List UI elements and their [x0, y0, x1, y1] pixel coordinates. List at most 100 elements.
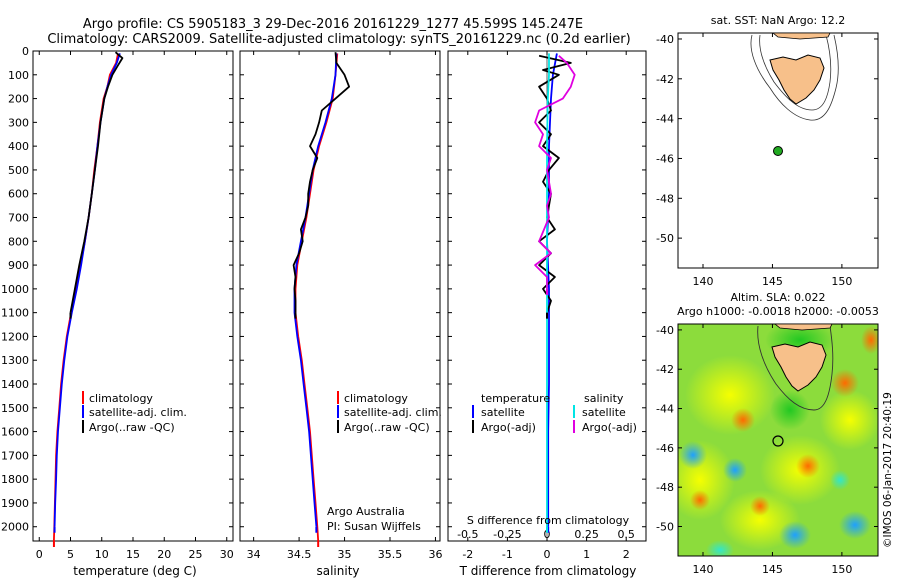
- y-tick-label: 500: [8, 164, 29, 177]
- lat-tick-label: -44: [656, 113, 674, 126]
- legend-label-climatology: climatology: [344, 392, 408, 405]
- s-tick-label: 0.25: [574, 528, 599, 541]
- lon-tick-label: 145: [762, 563, 783, 576]
- lat-tick-label: -42: [656, 363, 674, 376]
- y-tick-label: 400: [8, 140, 29, 153]
- pi-note: PI: Susan Wijffels: [327, 520, 421, 533]
- y-tick-label: 1900: [1, 497, 29, 510]
- y-tick-label: 1600: [1, 426, 29, 439]
- y-tick-label: 1500: [1, 402, 29, 415]
- lon-tick-label: 140: [693, 563, 714, 576]
- lat-tick-label: -46: [656, 152, 674, 165]
- x-tick-label: 5: [67, 548, 74, 561]
- s-tick-label: -0.5: [457, 528, 478, 541]
- sst-map: [677, 32, 879, 269]
- x-tick-label: 35: [338, 548, 352, 561]
- y-tick-label: 1300: [1, 354, 29, 367]
- x-tick-label: 35.5: [378, 548, 403, 561]
- x-tick-label: 30: [220, 548, 234, 561]
- legend-label-climatology: climatology: [89, 392, 153, 405]
- x-tick-label: 15: [126, 548, 140, 561]
- float-position-marker-sla: [772, 435, 784, 447]
- sla-map-axes: -40 -42 -44 -46 -48 -50 140 145 150: [656, 324, 878, 576]
- y-tick-label: 1000: [1, 283, 29, 296]
- header-line-1: Argo profile: CS 5905183_3 29-Dec-2016 2…: [83, 17, 583, 32]
- sla-map-title-1: Altim. SLA: 0.022: [730, 291, 825, 304]
- s-tick-label: -0.25: [493, 528, 521, 541]
- salinity-plot: 34 34.5 35 35.5 36: [240, 50, 442, 561]
- x-tick-label: 1: [583, 548, 590, 561]
- sst-map-axes: -40 -42 -44 -46 -48 -50 140 145 150: [656, 33, 878, 288]
- lon-tick-label: 140: [693, 275, 714, 288]
- legend-label-argo-s: Argo(-adj): [582, 421, 637, 434]
- credit-text: ©IMOS 06-Jan-2017 20:40:19: [882, 392, 894, 548]
- y-tick-label: 200: [8, 93, 29, 106]
- legend-label-satellite-t: satellite: [481, 406, 525, 419]
- temperature-panel: [32, 50, 234, 542]
- temperature-plot: 0100200300400500600700800900100011001200…: [1, 45, 234, 561]
- mainland-land: [771, 32, 831, 40]
- series-line-2: [546, 53, 550, 527]
- salinity-panel: [239, 50, 441, 542]
- x-tick-label: 0: [544, 548, 551, 561]
- y-tick-label: 1400: [1, 378, 29, 391]
- salinity-xlabel: salinity: [316, 564, 359, 578]
- s-tick-label: 0.5: [617, 528, 635, 541]
- header-line-2: Climatology: CARS2009. Satellite-adjuste…: [47, 32, 630, 47]
- series-line-2: [69, 51, 124, 313]
- y-tick-label: 1800: [1, 473, 29, 486]
- x-tick-label: 34.5: [287, 548, 312, 561]
- tasmania-land: [769, 54, 825, 105]
- temperature-legend: climatology satellite-adj. clim. Argo(..…: [82, 391, 187, 434]
- y-tick-label: 1700: [1, 449, 29, 462]
- y-tick-label: 600: [8, 188, 29, 201]
- y-tick-label: 300: [8, 116, 29, 129]
- y-tick-label: 0: [22, 45, 29, 58]
- sla-shelf-contour: [757, 325, 834, 411]
- y-tick-label: 900: [8, 259, 29, 272]
- series-line-2: [292, 52, 351, 313]
- salinity-legend: climatology satellite-adj. clim. Argo(..…: [337, 391, 442, 434]
- series-line-0: [546, 53, 558, 527]
- y-tick-label: 700: [8, 212, 29, 225]
- series-line-3: [534, 55, 576, 289]
- sla-field: [678, 324, 878, 556]
- lat-tick-label: -42: [656, 73, 674, 86]
- x-tick-label: 10: [95, 548, 109, 561]
- lat-tick-label: -48: [656, 192, 674, 205]
- float-position-marker: [773, 146, 783, 156]
- lat-tick-label: -46: [656, 442, 674, 455]
- x-tick-label: 34: [247, 548, 261, 561]
- y-tick-label: 1200: [1, 330, 29, 343]
- difference-plot: -2 -1 0 1 2-0.5 -0.25 0 0.25 0.5: [448, 50, 646, 561]
- y-tick-label: 100: [8, 69, 29, 82]
- legend-title-temperature: temperature: [481, 392, 550, 405]
- legend-label-argo-t: Argo(-adj): [481, 421, 536, 434]
- temperature-xlabel: temperature (deg C): [73, 564, 196, 578]
- lat-tick-label: -50: [656, 521, 674, 534]
- legend-label-satellite: satellite-adj. clim.: [89, 406, 187, 419]
- tasmania-land-sla: [771, 341, 827, 392]
- legend-label-satellite-s: satellite: [582, 406, 626, 419]
- lon-tick-label: 150: [831, 275, 852, 288]
- difference-xlabel-s: S difference from climatology: [467, 514, 630, 527]
- x-tick-label: -1: [502, 548, 513, 561]
- lon-tick-label: 150: [831, 563, 852, 576]
- sst-shelf-contour-outer: [750, 34, 839, 121]
- y-tick-label: 1100: [1, 307, 29, 320]
- legend-title-salinity: salinity: [584, 392, 624, 405]
- x-tick-label: 2: [623, 548, 630, 561]
- x-tick-label: 0: [36, 548, 43, 561]
- x-tick-label: 20: [157, 548, 171, 561]
- lon-tick-label: 145: [762, 275, 783, 288]
- lat-tick-label: -44: [656, 403, 674, 416]
- y-tick-label: 2000: [1, 521, 29, 534]
- sst-shelf-contour-inner: [759, 34, 832, 111]
- operator-note: Argo Australia: [327, 505, 405, 518]
- sla-map-title-2: Argo h1000: -0.0018 h2000: -0.0053: [677, 305, 879, 318]
- lat-tick-label: -40: [656, 324, 674, 337]
- difference-xlabel-t: T difference from climatology: [459, 564, 637, 578]
- x-tick-label: 36: [428, 548, 442, 561]
- mainland-land-sla: [773, 323, 833, 331]
